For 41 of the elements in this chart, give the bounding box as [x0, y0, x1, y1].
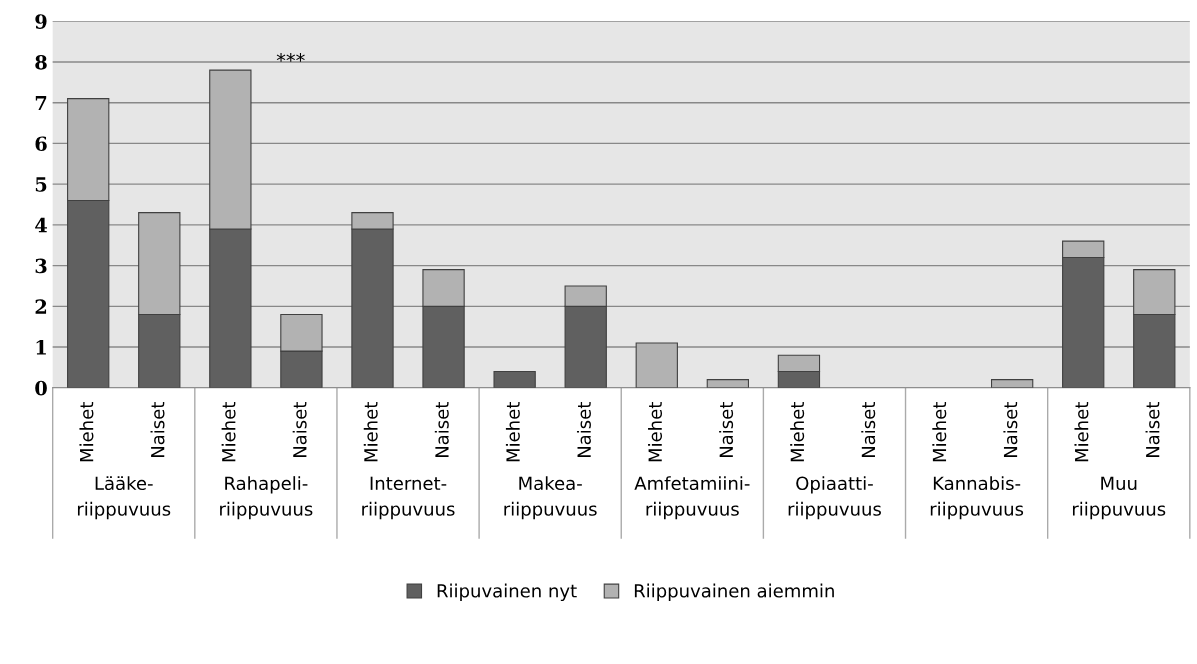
x-tick-label: Miehet — [648, 402, 663, 462]
y-tick-label: 3 — [35, 258, 47, 274]
y-tick-label: 7 — [35, 95, 47, 111]
legend-label: Riippuvainen aiemmin — [634, 583, 834, 602]
x-tick-label: Naiset — [292, 402, 307, 458]
y-tick-label: 2 — [35, 299, 47, 314]
bar — [990, 379, 1034, 388]
x-tick-label: Miehet — [505, 402, 520, 462]
x-tick-label: Naiset — [861, 402, 876, 458]
bar — [493, 370, 536, 388]
y-tick-label: 4 — [35, 217, 48, 233]
legend-label: Riipuvainen nyt — [437, 583, 577, 602]
x-tick-label: Naiset — [719, 402, 734, 458]
y-tick-label: 1 — [36, 340, 46, 355]
x-tick-label: Miehet — [221, 402, 236, 462]
y-tick-label: 8 — [35, 54, 47, 70]
text: Kannabis- riippuvuus — [930, 476, 1024, 520]
x-tick-label: Miehet — [1074, 402, 1089, 462]
x-tick-label: Naiset — [1145, 402, 1160, 458]
bar — [635, 342, 678, 388]
text: Muu riippuvuus — [1072, 476, 1166, 520]
x-tick-label: Miehet — [79, 402, 94, 462]
x-tick-label: Naiset — [434, 402, 449, 458]
text: Lääke- riippuvuus — [77, 476, 171, 520]
x-tick-label: Naiset — [150, 402, 165, 458]
bar — [706, 379, 750, 388]
x-tick-label: Miehet — [790, 402, 805, 462]
text: Makea- riippuvuus — [504, 476, 597, 520]
x-tick-label: Miehet — [363, 402, 378, 462]
y-tick-label: 0 — [35, 380, 47, 396]
x-tick-label: Naiset — [576, 402, 591, 458]
annotation: *** — [276, 52, 305, 62]
text: Opiaatti- riippuvuus — [788, 476, 881, 520]
y-tick-label: 5 — [35, 177, 47, 192]
text: Internet- riippuvuus — [362, 476, 455, 520]
x-tick-label: Miehet — [932, 402, 947, 462]
text: Rahapeli- riippuvuus — [220, 476, 313, 520]
text: Amfetamiini- riippuvuus — [634, 476, 750, 520]
x-tick-label: Naiset — [1003, 402, 1018, 458]
y-tick-label: 9 — [35, 14, 47, 29]
y-tick-label: 6 — [35, 136, 47, 152]
